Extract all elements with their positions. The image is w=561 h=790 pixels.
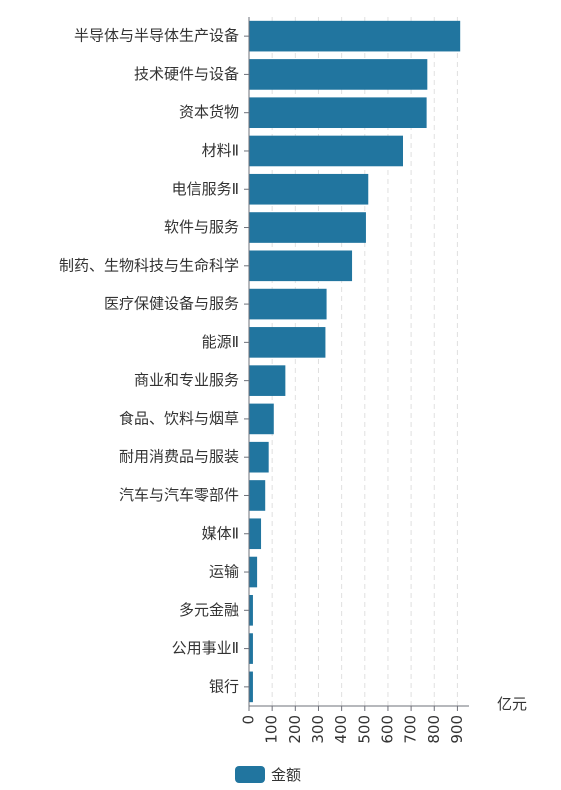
bar[interactable] — [249, 327, 326, 358]
bar[interactable] — [249, 97, 427, 129]
x-tick-label: 900 — [448, 715, 466, 744]
bar[interactable] — [249, 250, 353, 282]
category-label: 食品、饮料与烟草 — [119, 409, 239, 427]
category-label: 耐用消费品与服装 — [119, 448, 239, 466]
x-tick-label: 700 — [402, 715, 420, 744]
category-label: 公用事业Ⅱ — [172, 639, 239, 657]
bar[interactable] — [249, 671, 253, 703]
legend-label[interactable]: 金额 — [271, 766, 301, 784]
category-label: 能源Ⅱ — [202, 333, 239, 351]
category-label: 技术硬件与设备 — [134, 65, 239, 83]
category-label: 资本货物 — [179, 103, 239, 121]
bar[interactable] — [249, 403, 274, 435]
x-tick-label: 400 — [332, 715, 350, 744]
category-label: 多元金融 — [179, 601, 239, 619]
bar[interactable] — [249, 594, 253, 626]
bar[interactable] — [249, 135, 404, 167]
legend-swatch[interactable] — [235, 766, 265, 783]
category-label: 软件与服务 — [164, 218, 239, 236]
bar[interactable] — [249, 212, 366, 243]
x-axis: 0 100 200 300 400 500 600 700 800 900 — [240, 705, 469, 744]
bar[interactable] — [249, 20, 461, 52]
x-tick-label: 200 — [286, 715, 304, 744]
bar[interactable] — [249, 633, 253, 664]
bar[interactable] — [249, 556, 258, 588]
category-label: 银行 — [209, 677, 239, 695]
x-tick-label: 300 — [309, 715, 327, 744]
bars — [249, 20, 461, 703]
bar[interactable] — [249, 288, 327, 320]
category-label: 半导体与半导体生产设备 — [74, 27, 239, 45]
category-label: 媒体Ⅱ — [202, 524, 239, 542]
category-label: 汽车与汽车零部件 — [119, 486, 239, 504]
x-axis-unit-label: 亿元 — [497, 695, 527, 713]
x-tick-label: 800 — [425, 715, 443, 744]
category-label: 商业和专业服务 — [134, 371, 239, 389]
category-label: 运输 — [209, 563, 239, 581]
x-tick-label: 100 — [263, 715, 281, 744]
category-label: 医疗保健设备与服务 — [104, 295, 239, 313]
bar[interactable] — [249, 365, 286, 396]
bar[interactable] — [249, 480, 266, 511]
x-tick-label: 500 — [355, 715, 373, 744]
x-tick-label: 600 — [378, 715, 396, 744]
category-label: 材料Ⅱ — [202, 141, 239, 159]
bar[interactable] — [249, 59, 428, 90]
category-label: 制药、生物科技与生命科学 — [59, 256, 239, 274]
x-tick-label: 0 — [240, 715, 258, 725]
bar[interactable] — [249, 441, 269, 473]
bar[interactable] — [249, 173, 369, 205]
legend[interactable]: 金额 — [235, 766, 301, 784]
gridlines — [271, 17, 458, 706]
bar[interactable] — [249, 518, 262, 550]
category-label: 电信服务Ⅱ — [172, 180, 239, 198]
